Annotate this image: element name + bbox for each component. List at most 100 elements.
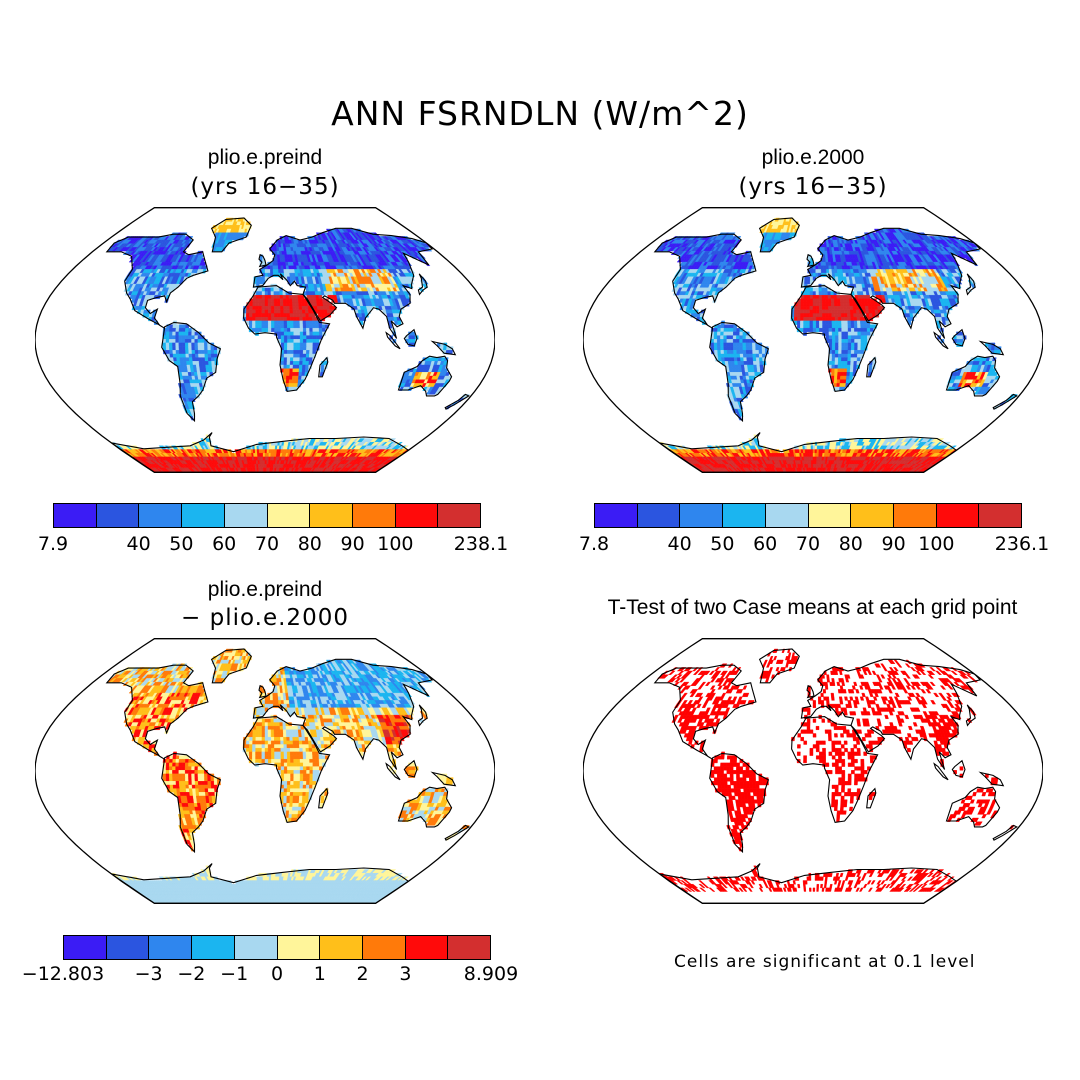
coastline-newzealand	[444, 824, 470, 841]
panel-title-preind: plio.e.preind	[207, 146, 323, 169]
coastline-borneo	[403, 759, 418, 778]
colorbar-label: 80	[838, 533, 863, 555]
coastline-eurasia	[252, 658, 434, 770]
colorbar-swatch	[277, 936, 321, 959]
map-ttest	[582, 636, 1044, 906]
colorbar-2000	[594, 503, 1022, 528]
coastline-madagascar	[866, 356, 877, 378]
colorbar-swatch	[54, 504, 97, 527]
coastline-namerica	[653, 664, 757, 760]
map-field	[655, 217, 1018, 472]
colorbar-label: −3	[134, 963, 163, 985]
colorbar-label: 80	[297, 533, 322, 555]
colorbar-swatch	[106, 936, 150, 959]
colorbar-label: −1	[220, 963, 249, 985]
coastline-borneo	[403, 328, 418, 347]
colorbar-label: 70	[254, 533, 280, 555]
coastline-uk	[806, 684, 815, 699]
colorbar-swatch	[395, 504, 439, 527]
colorbar-swatch	[96, 504, 140, 527]
colorbar-label: 238.1	[453, 533, 509, 555]
map-field	[656, 648, 1016, 892]
coastline-japan	[965, 704, 976, 727]
coastline-sumatra	[933, 331, 949, 350]
colorbar-label: 2	[356, 963, 369, 985]
map-svg	[34, 638, 496, 904]
coastline-australia	[397, 355, 453, 397]
coastline-antarctica	[659, 863, 958, 904]
coastline-australia	[945, 355, 1001, 397]
colorbar-swatch	[765, 504, 809, 527]
colorbar-swatch	[267, 504, 311, 527]
coastline-samerica	[161, 321, 222, 423]
coastline-newzealand	[992, 824, 1018, 841]
map-svg	[34, 207, 496, 473]
figure-title: ANN FSRNDLN (W/m^2)	[331, 94, 749, 133]
panel-subtitle-2000: (yrs 16−35)	[738, 174, 888, 200]
colorbar-label: 1	[313, 963, 326, 985]
coastline-eurasia	[252, 227, 434, 339]
coastline-newzealand	[444, 393, 470, 410]
colorbar-label: 40	[667, 533, 692, 555]
colorbar-label: 90	[340, 533, 365, 555]
colorbar-swatch	[192, 936, 235, 959]
panel-subtitle-preind: (yrs 16−35)	[190, 174, 340, 200]
coastline-sumatra	[385, 331, 401, 350]
colorbar-swatch	[224, 504, 268, 527]
map-border	[34, 207, 496, 473]
colorbar-swatch	[362, 936, 406, 959]
coastline-namerica	[653, 233, 757, 329]
colorbar-swatch	[979, 504, 1022, 527]
coastline-madagascar	[866, 787, 877, 809]
colorbar-swatch	[310, 504, 353, 527]
colorbar-label: 70	[795, 533, 821, 555]
colorbar-swatch	[438, 504, 481, 527]
colorbar-swatch	[149, 936, 193, 959]
coastline-antarctica	[111, 863, 410, 904]
panel-title-ttest: T-Test of two Case means at each grid po…	[607, 596, 1018, 619]
coastline-antarctica	[659, 432, 958, 473]
colorbar-labels-2000: 7.8 40 50 60 70 80 90 100 236.1	[579, 533, 1049, 557]
colorbar-label: −12.803	[21, 963, 105, 985]
colorbar-label: 90	[881, 533, 906, 555]
coastline-antarctica	[111, 432, 410, 473]
map-border	[582, 207, 1044, 473]
colorbar-swatch	[637, 504, 681, 527]
colorbar-label: 60	[753, 533, 778, 555]
colorbar-swatch	[139, 504, 183, 527]
colorbar-label: 60	[212, 533, 237, 555]
colorbar-labels-difference: −12.803 −3 −2 −1 0 1 2 3 8.909	[22, 963, 518, 987]
map-svg	[582, 207, 1044, 473]
colorbar-swatch	[182, 504, 225, 527]
coastline-borneo	[951, 759, 966, 778]
coastline-namerica	[105, 664, 209, 760]
coastline-samerica	[161, 752, 222, 854]
coastline-australia	[397, 786, 453, 828]
panel-title-diff: plio.e.preind	[207, 578, 323, 601]
coastline-newguinea	[978, 340, 1005, 356]
panel-title-2000: plio.e.2000	[761, 146, 865, 169]
coastline-newguinea	[430, 771, 457, 787]
colorbar-swatch	[234, 936, 278, 959]
colorbar-label: 40	[126, 533, 151, 555]
colorbar-label: 50	[169, 533, 194, 555]
coastline-uk	[258, 253, 267, 268]
coastline-newguinea	[978, 771, 1005, 787]
colorbar-label: 50	[710, 533, 735, 555]
coastline-eurasia	[800, 227, 982, 339]
colorbar-label: 236.1	[994, 533, 1050, 555]
map-svg	[582, 638, 1044, 904]
colorbar-swatch	[680, 504, 724, 527]
coastline-africa	[791, 285, 879, 393]
coastline-sumatra	[385, 762, 401, 781]
coastline-africa	[791, 716, 879, 824]
significance-note: Cells are significant at 0.1 level	[674, 952, 976, 972]
colorbar-swatch	[808, 504, 852, 527]
coastline-eurasia	[800, 658, 982, 770]
coastline-greenland	[758, 648, 800, 684]
colorbar-swatch	[595, 504, 638, 527]
colorbar-label: 8.909	[463, 963, 519, 985]
panel-subtitle-diff: − plio.e.2000	[181, 605, 349, 631]
coastline-greenland	[210, 648, 252, 684]
coastline-japan	[417, 704, 428, 727]
